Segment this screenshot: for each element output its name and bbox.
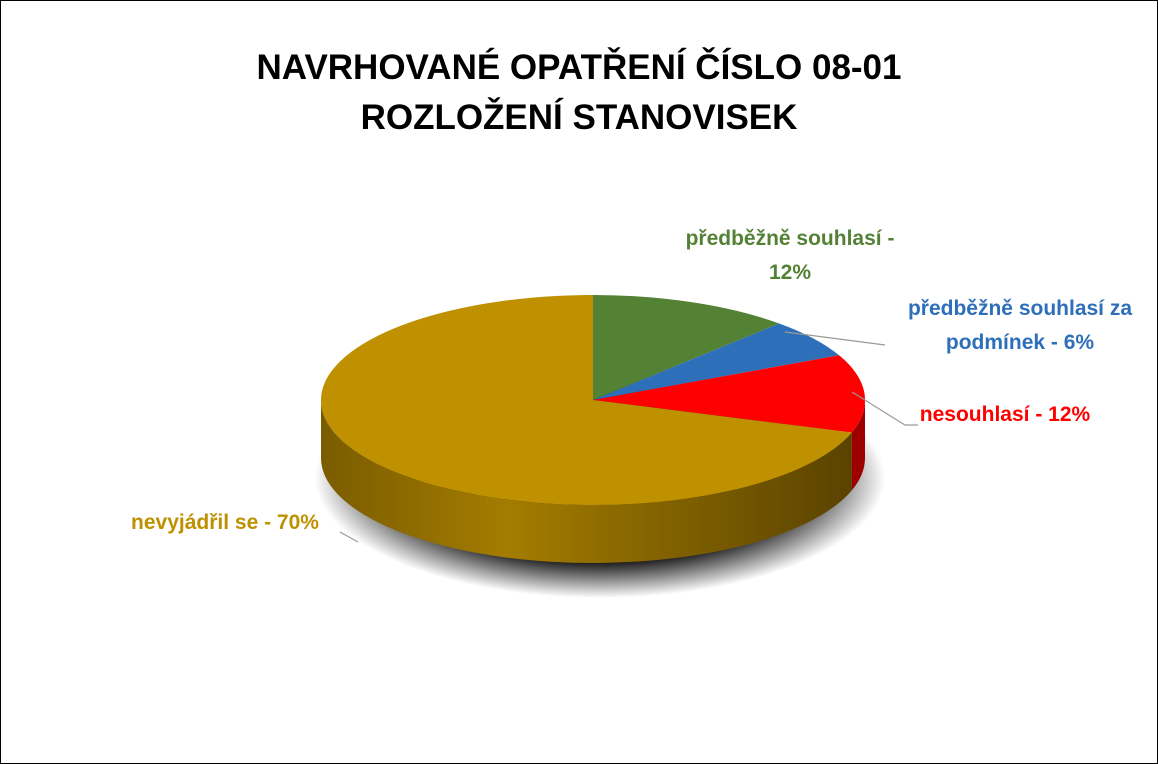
chart-title: NAVRHOVANÉ OPATŘENÍ ČÍSLO 08-01 xyxy=(256,48,902,87)
pie-slice xyxy=(321,295,852,505)
chart-subtitle: ROZLOŽENÍ STANOVISEK xyxy=(360,98,798,137)
pie-slice xyxy=(593,323,840,400)
data-label: nesouhlasí - 12% xyxy=(919,403,1091,426)
data-label: předběžně souhlasí za podmínek - 6% xyxy=(907,297,1133,354)
data-label: předběžně souhlasí - 12% xyxy=(685,227,895,284)
leader-line xyxy=(851,391,918,426)
pie-slice xyxy=(593,295,780,400)
slice-side xyxy=(321,400,852,564)
slice-side xyxy=(851,400,865,491)
data-label: nevyjádřil se - 70% xyxy=(131,511,319,534)
leader-line xyxy=(339,531,359,543)
pie-slice xyxy=(593,355,865,433)
leader-line xyxy=(784,331,886,346)
